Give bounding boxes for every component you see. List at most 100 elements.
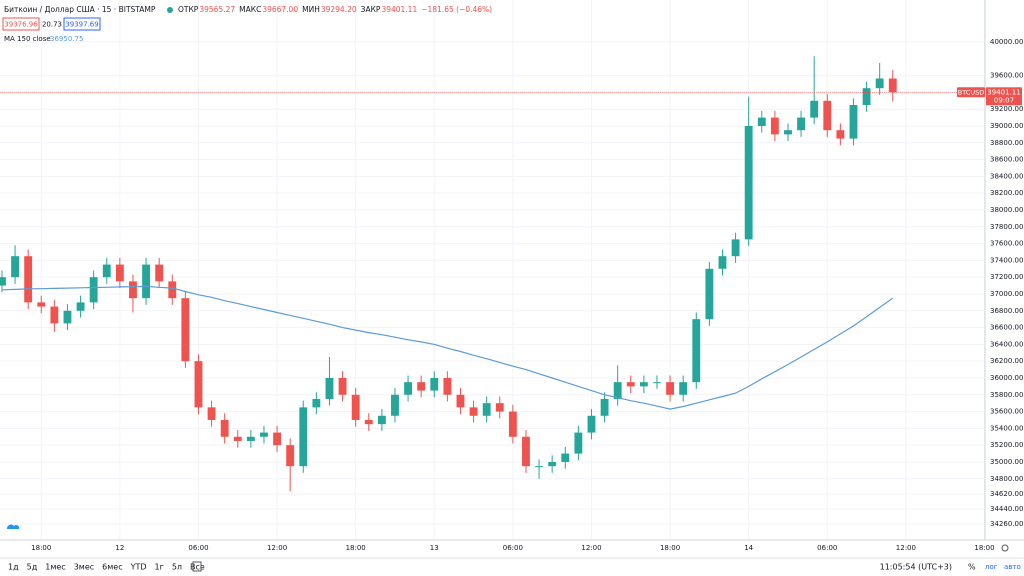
range-button[interactable]: 5д — [27, 563, 38, 572]
candle-body — [548, 461, 557, 467]
candle-body — [744, 125, 753, 240]
x-tick-label: 13 — [430, 544, 439, 552]
symbol-tag-label: BTCUSD — [958, 88, 984, 96]
candle-body — [679, 382, 688, 395]
y-tick-label: 37600.00 — [990, 240, 1023, 248]
y-tick-label: 34260.00 — [990, 520, 1023, 528]
y-tick-label: 36400.00 — [990, 340, 1023, 348]
candle-body — [875, 78, 884, 89]
ask-price: 39397.69 — [65, 21, 98, 29]
candle-body — [482, 403, 491, 416]
candle-body — [404, 382, 412, 395]
price-tag — [986, 87, 1022, 106]
candle-body — [600, 398, 609, 416]
candle-body — [469, 407, 478, 416]
candle-body — [705, 268, 714, 320]
range-button[interactable]: 1мес — [45, 563, 65, 572]
legend-value: 39565.27 — [199, 5, 235, 14]
y-tick-label: 35600.00 — [990, 408, 1023, 416]
candle-body — [587, 415, 596, 433]
candle-body — [731, 239, 740, 257]
candle-body — [50, 306, 59, 324]
x-tick-label: 18:00 — [346, 544, 366, 552]
y-tick-label: 37800.00 — [990, 223, 1023, 231]
candle-body — [194, 361, 203, 408]
y-tick-label: 36800.00 — [990, 307, 1023, 315]
candle-body — [692, 319, 701, 383]
x-tick-label: 12:00 — [267, 544, 287, 552]
cloud-icon[interactable] — [6, 524, 20, 529]
market-status — [167, 7, 173, 13]
y-tick-label: 39200.00 — [990, 105, 1023, 113]
settings-icon[interactable] — [1001, 544, 1009, 552]
candle-body — [718, 256, 727, 269]
y-tick-label: 37000.00 — [990, 290, 1023, 298]
candle-body — [312, 398, 321, 408]
y-tick-label: 35000.00 — [990, 458, 1023, 466]
y-tick-label: 35200.00 — [990, 441, 1023, 449]
candle-body — [443, 377, 452, 395]
legend-label: ЗАКР — [361, 5, 381, 14]
candle-body — [207, 407, 216, 420]
y-tick-label: 34620.00 — [990, 490, 1023, 498]
candle-body — [246, 436, 255, 441]
x-tick-label: 06:00 — [817, 544, 837, 552]
candle-body — [102, 264, 111, 278]
x-tick-label: 12:00 — [896, 544, 916, 552]
legend-value: 39667.00 — [262, 5, 298, 14]
scale-button[interactable]: % — [968, 563, 976, 572]
candle-body — [338, 377, 347, 395]
scale-button[interactable]: авто — [1004, 563, 1021, 571]
candle-body — [888, 78, 897, 93]
legend-label: МИН — [302, 5, 320, 14]
date-range-icon[interactable] — [192, 561, 202, 572]
x-tick-label: 12:00 — [581, 544, 601, 552]
y-tick-label: 37200.00 — [990, 273, 1023, 281]
candle-body — [666, 382, 675, 395]
candle-body — [11, 256, 19, 278]
legend-value: 39401.11 — [381, 5, 417, 14]
scale-button[interactable]: лог — [985, 563, 998, 571]
candle-body — [377, 415, 386, 425]
range-button[interactable]: 5л — [172, 563, 182, 572]
y-tick-label: 36000.00 — [990, 374, 1023, 382]
legend-label: МАКС — [239, 5, 261, 14]
candle-body — [535, 466, 544, 468]
x-tick-label: 06:00 — [503, 544, 523, 552]
countdown: 09:07 — [994, 96, 1014, 104]
ask-box[interactable] — [63, 17, 101, 31]
x-tick-label: 14 — [744, 544, 753, 552]
candle-body — [325, 377, 334, 399]
range-button[interactable]: Все — [190, 563, 205, 572]
range-button[interactable]: 1г — [155, 563, 164, 572]
candle-body — [168, 281, 177, 299]
range-button[interactable]: 3мес — [74, 563, 94, 572]
y-tick-label: 36200.00 — [990, 357, 1023, 365]
legend-change: −181.65 (−0.46%) — [421, 5, 492, 14]
candle-body — [181, 298, 190, 362]
clock: 11:05:54 (UTC+3) — [880, 563, 952, 572]
range-button[interactable]: YTD — [130, 563, 147, 572]
candle-body — [273, 432, 281, 446]
candle-body — [115, 264, 124, 282]
candle-body — [613, 382, 622, 399]
y-tick-label: 35800.00 — [990, 391, 1023, 399]
y-tick-label: 38600.00 — [990, 156, 1023, 164]
legend-value: 39294.20 — [321, 5, 357, 14]
symbol-title: Биткоин / Доллар США · 15 · BITSTAMP — [4, 5, 156, 14]
candle-body — [862, 88, 871, 105]
y-tick-label: 38800.00 — [990, 139, 1023, 147]
candle-body — [299, 407, 308, 467]
range-button[interactable]: 6мес — [102, 563, 122, 572]
candle-body — [626, 382, 635, 387]
candle-body — [24, 256, 33, 303]
candle-body — [430, 377, 439, 391]
candle-body — [417, 382, 426, 391]
bid-box[interactable] — [2, 17, 40, 31]
spread: 20.73 — [42, 21, 62, 29]
candle-body — [757, 117, 766, 126]
ma-legend-name: MA 150 close — [4, 35, 51, 43]
y-tick-label: 38400.00 — [990, 172, 1023, 180]
range-button[interactable]: 1д — [8, 563, 19, 572]
